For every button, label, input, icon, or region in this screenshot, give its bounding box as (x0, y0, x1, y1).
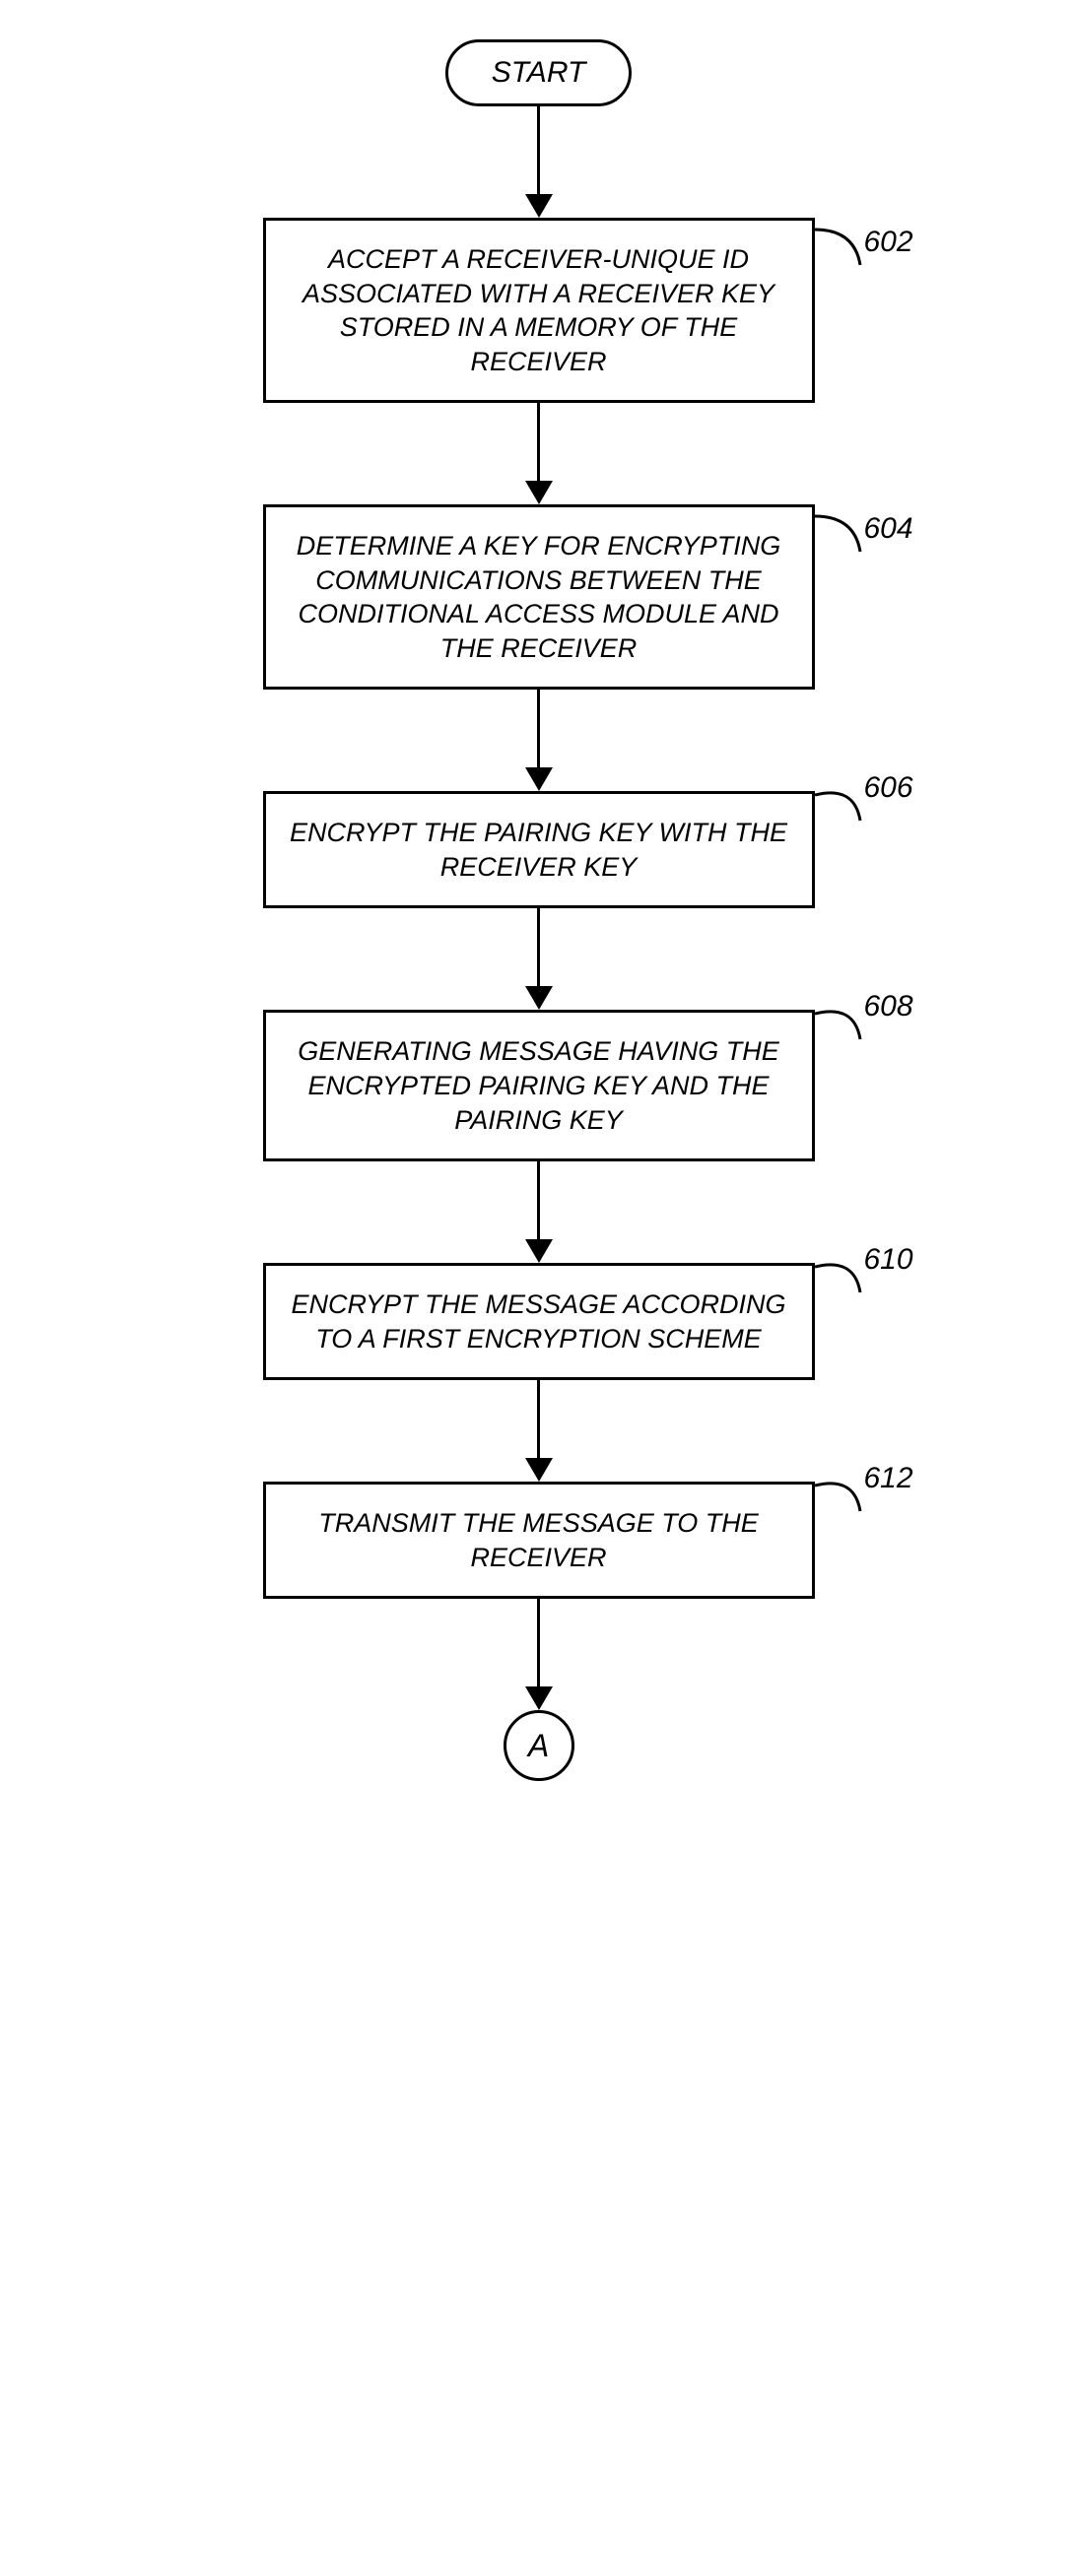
start-label: START (492, 56, 586, 89)
arrow (525, 1599, 553, 1710)
arrow (525, 1161, 553, 1263)
arrow-head-icon (525, 1458, 553, 1482)
off-page-connector: A (504, 1710, 574, 1781)
ref-label: 604 (864, 512, 913, 546)
process-wrapper: ENCRYPT THE MESSAGE ACCORDING TO A FIRST… (263, 1263, 815, 1380)
arrow (525, 908, 553, 1010)
arrow-head-icon (525, 481, 553, 504)
process-wrapper: ENCRYPT THE PAIRING KEY WITH THE RECEIVE… (263, 791, 815, 908)
arrow-line (537, 1161, 540, 1240)
process-wrapper: TRANSMIT THE MESSAGE TO THE RECEIVER 612 (263, 1482, 815, 1599)
process-step-610: ENCRYPT THE MESSAGE ACCORDING TO A FIRST… (263, 1263, 815, 1380)
process-step-604: DETERMINE A KEY FOR ENCRYPTING COMMUNICA… (263, 504, 815, 690)
ref-label: 610 (864, 1243, 913, 1277)
process-step-606: ENCRYPT THE PAIRING KEY WITH THE RECEIVE… (263, 791, 815, 908)
connector-label: A (528, 1728, 549, 1764)
ref-label: 606 (864, 771, 913, 805)
arrow-line (537, 1599, 540, 1687)
flowchart-container: START ACCEPT A RECEIVER-UNIQUE ID ASSOCI… (194, 39, 884, 1781)
arrow (525, 1380, 553, 1482)
arrow (525, 403, 553, 504)
process-wrapper: ACCEPT A RECEIVER-UNIQUE ID ASSOCIATED W… (263, 218, 815, 403)
arrow-line (537, 690, 540, 768)
ref-label: 602 (864, 226, 913, 259)
arrow-line (537, 908, 540, 987)
arrow-line (537, 1380, 540, 1459)
arrow (525, 106, 553, 218)
arrow-head-icon (525, 1239, 553, 1263)
arrow-head-icon (525, 1686, 553, 1710)
process-step-608: GENERATING MESSAGE HAVING THE ENCRYPTED … (263, 1010, 815, 1161)
arrow-line (537, 403, 540, 482)
arrow-line (537, 106, 540, 195)
start-terminator: START (445, 39, 633, 106)
process-step-612: TRANSMIT THE MESSAGE TO THE RECEIVER (263, 1482, 815, 1599)
process-step-602: ACCEPT A RECEIVER-UNIQUE ID ASSOCIATED W… (263, 218, 815, 403)
arrow-head-icon (525, 194, 553, 218)
arrow (525, 690, 553, 791)
arrow-head-icon (525, 986, 553, 1010)
arrow-head-icon (525, 767, 553, 791)
ref-label: 608 (864, 990, 913, 1024)
process-wrapper: GENERATING MESSAGE HAVING THE ENCRYPTED … (263, 1010, 815, 1161)
process-wrapper: DETERMINE A KEY FOR ENCRYPTING COMMUNICA… (263, 504, 815, 690)
ref-label: 612 (864, 1462, 913, 1495)
